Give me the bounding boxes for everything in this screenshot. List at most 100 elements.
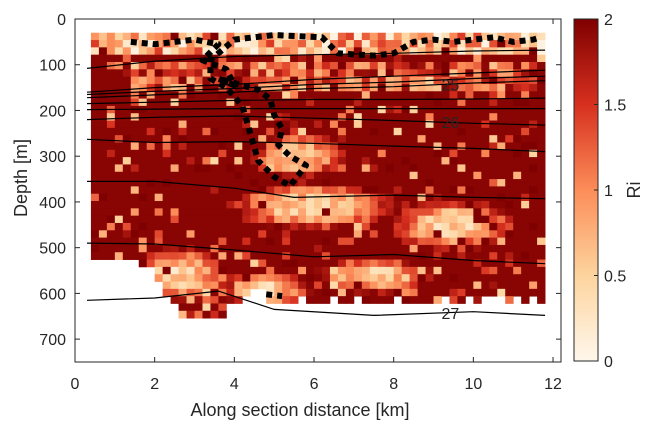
heatmap-cell — [98, 215, 108, 224]
heatmap-cell — [250, 69, 259, 78]
heatmap-cell — [122, 83, 132, 92]
heatmap-cell — [433, 142, 442, 151]
heatmap-cell — [186, 91, 195, 99]
heatmap-cell — [314, 164, 323, 173]
heatmap-cell — [250, 252, 259, 260]
heatmap-cell — [298, 98, 307, 107]
heatmap-cell — [282, 157, 291, 165]
heatmap-cell — [218, 296, 227, 304]
heatmap-cell — [274, 201, 283, 209]
heatmap-cell — [138, 193, 148, 202]
heatmap-cell — [162, 157, 172, 165]
heatmap-cell — [497, 164, 506, 173]
heatmap-cell — [114, 91, 124, 99]
heatmap-cell — [401, 83, 411, 92]
heatmap-cell — [345, 61, 355, 70]
isopycnal-label: 26 — [441, 115, 459, 132]
heatmap-cell — [321, 40, 331, 48]
heatmap-cell — [369, 193, 379, 202]
heatmap-cell — [537, 281, 546, 290]
heatmap-cell — [138, 259, 148, 268]
heatmap-cell — [170, 288, 179, 297]
heatmap-cell — [226, 69, 235, 78]
heatmap-cell — [130, 120, 140, 129]
heatmap-cell — [353, 179, 363, 187]
heatmap-cell — [202, 303, 211, 312]
heatmap-cell — [473, 222, 482, 231]
heatmap-cell — [218, 281, 227, 290]
heatmap-cell — [90, 237, 100, 246]
heatmap-cell — [377, 105, 387, 114]
heatmap-cell — [314, 149, 323, 158]
heatmap-cell — [250, 54, 259, 63]
heatmap-cell — [218, 105, 227, 114]
heatmap-cell — [497, 179, 506, 187]
heatmap-cell — [457, 281, 466, 290]
heatmap-cell — [457, 259, 466, 268]
heatmap-cell — [337, 149, 347, 158]
heatmap-cell — [202, 193, 211, 202]
heatmap-cell — [329, 135, 339, 143]
heatmap-cell — [329, 171, 339, 180]
heatmap-cell — [210, 171, 219, 180]
heatmap-cell — [114, 237, 124, 246]
heatmap-cell — [170, 149, 179, 158]
heatmap-cell — [329, 288, 339, 297]
heatmap-cell — [369, 266, 379, 275]
heatmap-cell — [417, 135, 426, 143]
x-tick-label: 4 — [230, 376, 239, 393]
heatmap-cell — [417, 171, 426, 180]
heatmap-cell — [385, 47, 395, 56]
heatmap-cell — [194, 61, 203, 70]
heatmap-cell — [226, 222, 235, 231]
heatmap-cell — [345, 113, 355, 121]
heatmap-cell — [146, 230, 156, 239]
heatmap-cell — [90, 244, 100, 253]
heatmap-cell — [353, 98, 363, 107]
heatmap-cell — [106, 171, 116, 180]
heatmap-cell — [234, 120, 243, 129]
heatmap-cell — [537, 266, 546, 275]
heatmap-cell — [226, 113, 235, 121]
heatmap-cell — [106, 98, 116, 107]
heatmap-cell — [321, 135, 331, 143]
heatmap-cell — [425, 83, 434, 92]
heatmap-cell — [258, 83, 267, 92]
heatmap-cell — [329, 76, 339, 85]
heatmap-cell — [425, 135, 434, 143]
heatmap-cell — [393, 222, 403, 231]
heatmap-cell — [202, 105, 211, 114]
heatmap-cell — [210, 142, 219, 151]
heatmap-cell — [425, 193, 434, 202]
heatmap-cell — [385, 266, 395, 275]
heatmap-cell — [114, 193, 124, 202]
heatmap-cell — [449, 230, 458, 239]
heatmap-cell — [417, 179, 426, 187]
heatmap-cell — [90, 76, 100, 85]
heatmap-cell — [202, 171, 211, 180]
heatmap-cell — [537, 54, 546, 63]
heatmap-cell — [449, 61, 458, 70]
heatmap-cell — [409, 113, 418, 121]
heatmap-cell — [122, 208, 132, 217]
heatmap-cell — [337, 142, 347, 151]
heatmap-cell — [425, 179, 434, 187]
heatmap-cell — [298, 120, 307, 129]
heatmap-cell — [513, 91, 522, 99]
heatmap-cell — [529, 142, 538, 151]
heatmap-cell — [154, 215, 164, 224]
heatmap-cell — [186, 135, 195, 143]
heatmap-cell — [226, 244, 235, 253]
heatmap-cell — [385, 135, 395, 143]
heatmap-cell — [98, 32, 108, 41]
heatmap-cell — [242, 135, 251, 143]
heatmap-cell — [258, 47, 267, 56]
heatmap-cell — [505, 76, 514, 85]
heatmap-cell — [114, 215, 124, 224]
heatmap-cell — [250, 120, 259, 129]
heatmap-cell — [417, 149, 426, 158]
heatmap-cell — [337, 237, 347, 246]
heatmap-cell — [282, 135, 291, 143]
heatmap-cell — [314, 201, 323, 209]
heatmap-cell — [186, 47, 195, 56]
